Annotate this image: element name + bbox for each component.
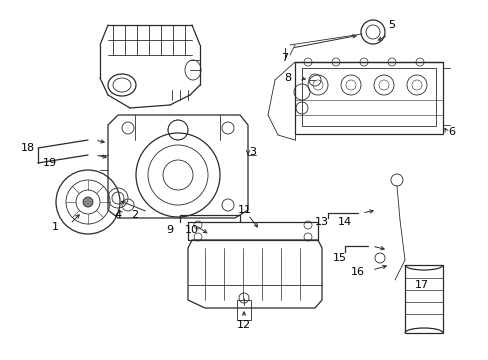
Circle shape — [83, 197, 93, 207]
Text: 3: 3 — [249, 147, 256, 157]
Text: 14: 14 — [337, 217, 351, 227]
Text: 6: 6 — [447, 127, 454, 137]
Text: 11: 11 — [238, 205, 251, 215]
Text: 19: 19 — [43, 158, 57, 168]
Text: 7: 7 — [281, 53, 288, 63]
Text: 8: 8 — [284, 73, 291, 83]
Bar — [237, 300, 250, 320]
Text: 9: 9 — [166, 225, 173, 235]
Text: 15: 15 — [332, 253, 346, 263]
Bar — [294, 62, 442, 134]
Text: 4: 4 — [114, 210, 122, 220]
Bar — [187, 222, 317, 240]
Text: 18: 18 — [21, 143, 35, 153]
Text: 17: 17 — [414, 280, 428, 290]
Text: 5: 5 — [387, 20, 395, 30]
Text: 2: 2 — [131, 210, 138, 220]
Bar — [302, 68, 435, 126]
Bar — [404, 265, 442, 333]
Text: 12: 12 — [237, 320, 250, 330]
Text: 13: 13 — [314, 217, 328, 227]
Text: 1: 1 — [51, 222, 59, 232]
Text: 10: 10 — [184, 225, 199, 235]
Text: 16: 16 — [350, 267, 364, 277]
